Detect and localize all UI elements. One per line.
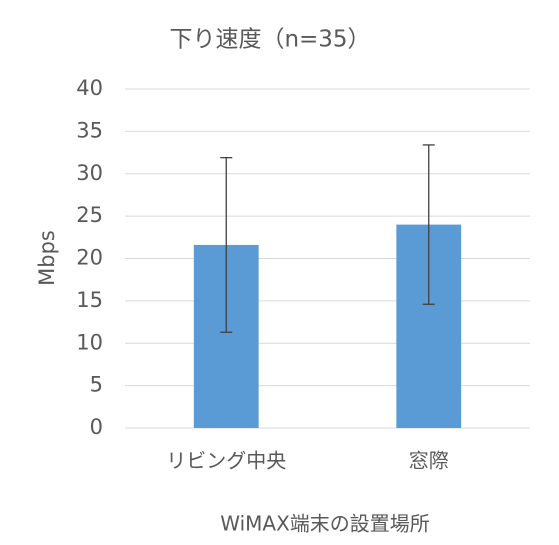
y-tick-label: 5: [90, 373, 103, 397]
chart-title: 下り速度（n=35）: [169, 27, 370, 53]
x-axis-label: WiMAX端末の設置場所: [220, 512, 430, 536]
y-tick-label: 30: [76, 161, 103, 185]
x-tick-label: 窓際: [409, 449, 449, 473]
error-bar: [220, 156, 233, 333]
y-tick-label: 10: [76, 330, 103, 354]
y-tick-label: 25: [76, 203, 103, 227]
y-tick-label: 15: [76, 288, 103, 312]
x-tick-label: リビング中央: [166, 449, 286, 473]
y-axis-label: Mbps: [35, 230, 59, 286]
error-bar: [422, 144, 435, 305]
y-tick-label: 0: [90, 415, 103, 439]
y-tick-label: 35: [76, 118, 103, 142]
y-tick-label: 20: [76, 246, 103, 270]
y-tick-label: 40: [76, 76, 103, 100]
